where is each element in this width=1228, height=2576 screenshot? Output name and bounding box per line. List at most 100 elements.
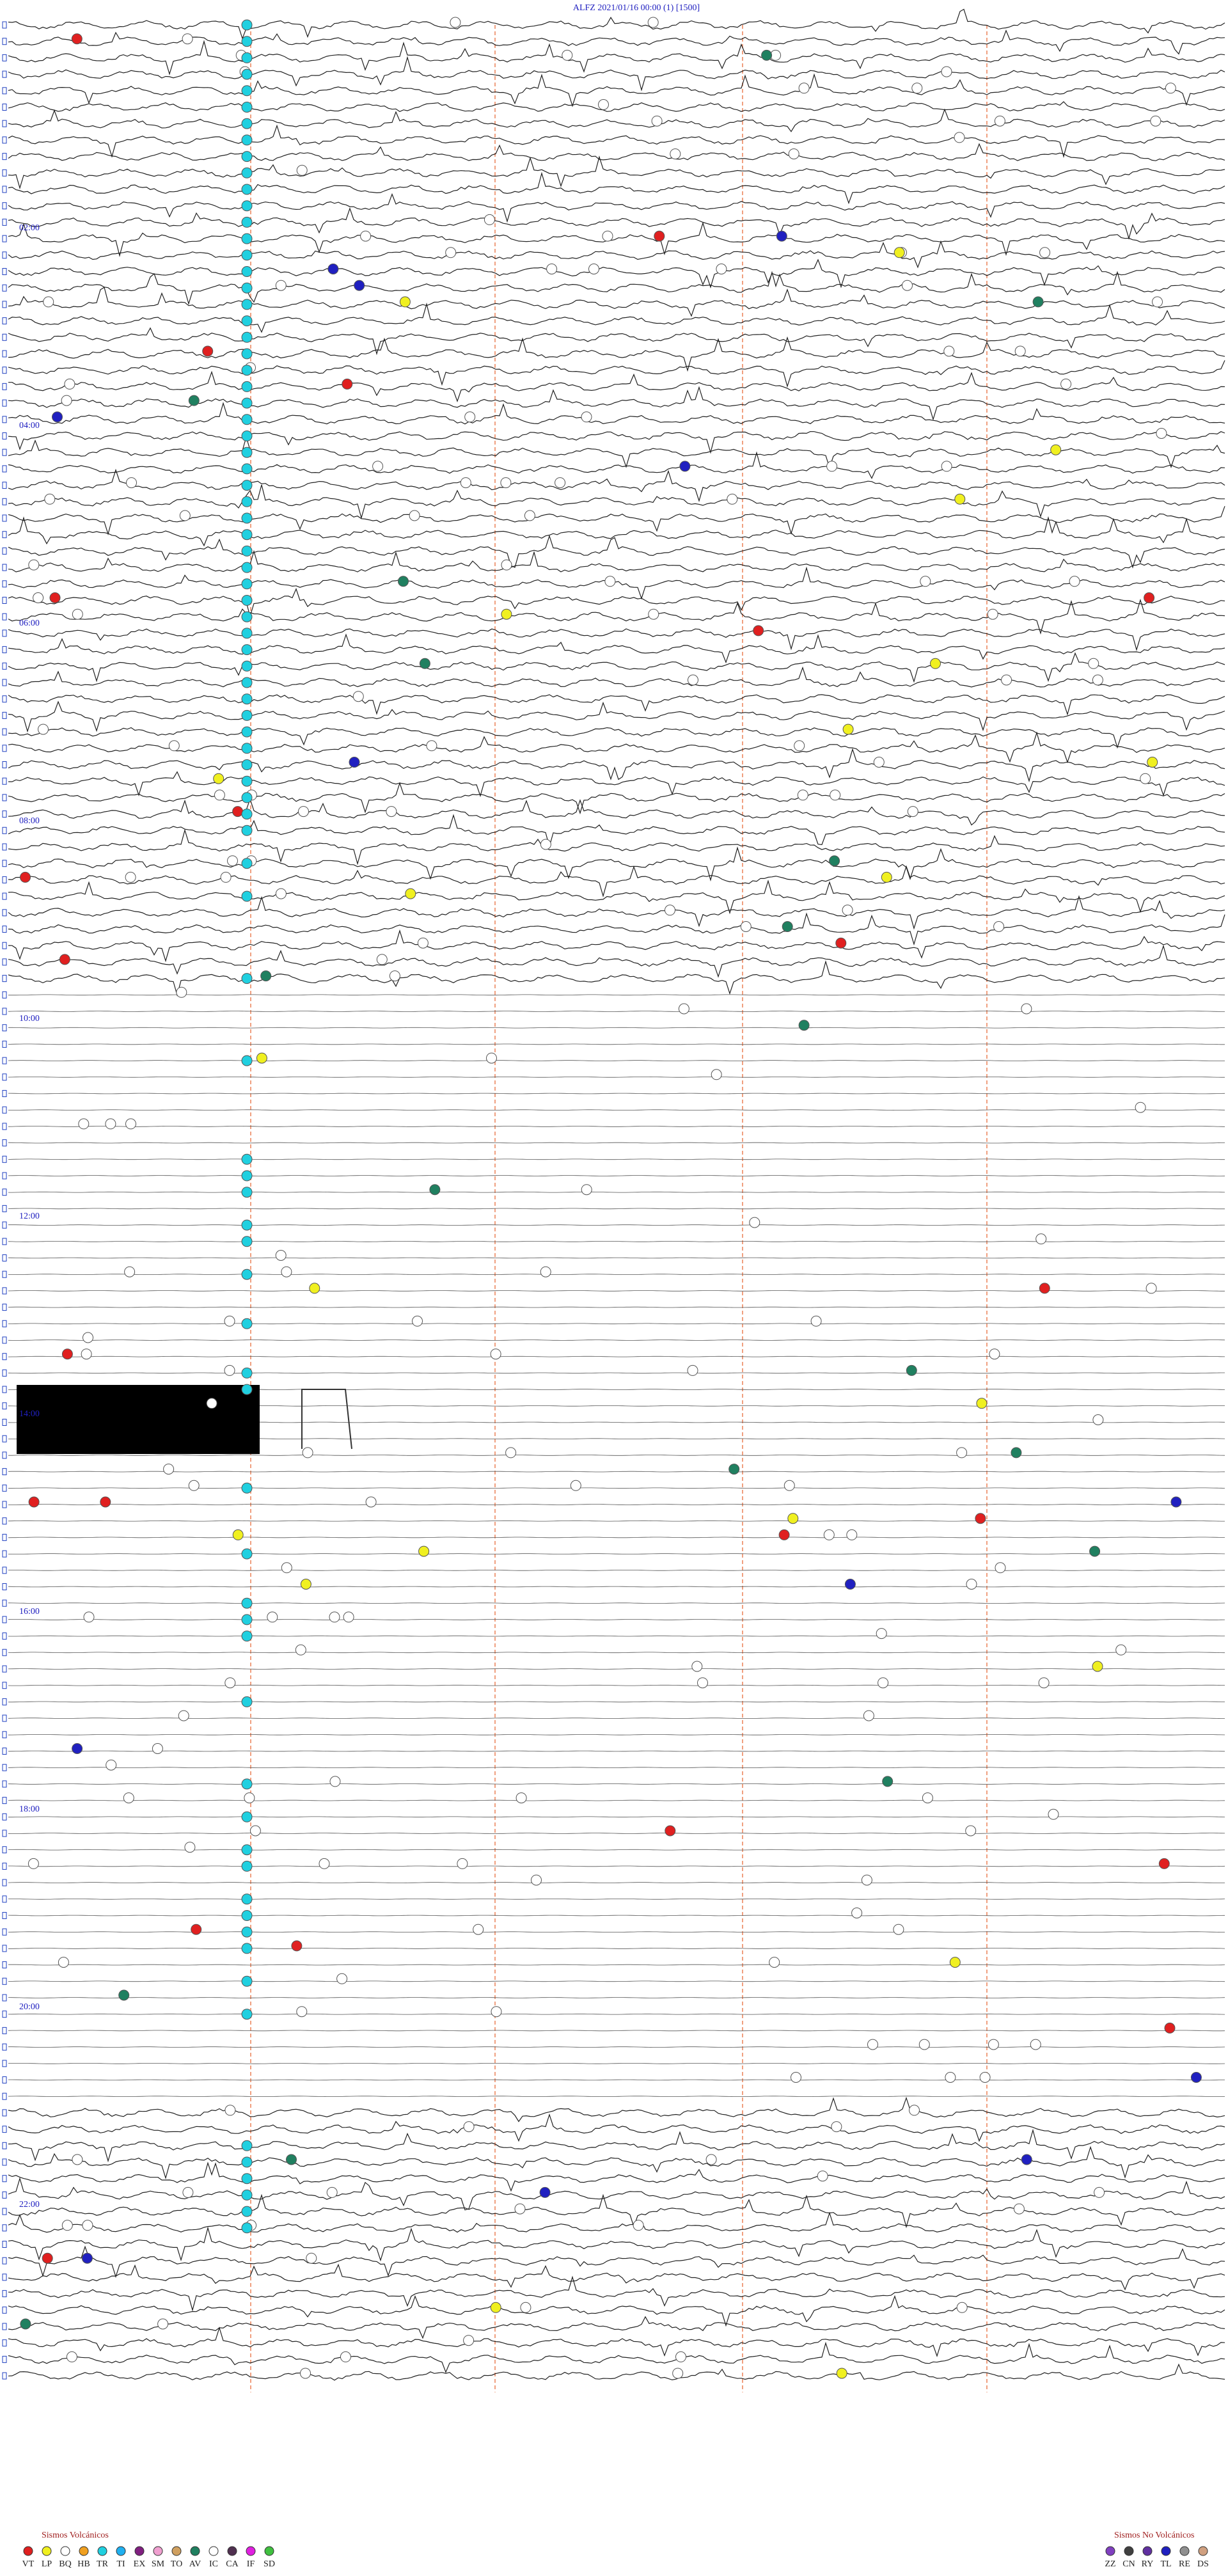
trace	[8, 287, 1225, 317]
event	[44, 493, 56, 505]
event	[867, 2039, 878, 2050]
trace-marker	[2, 1007, 7, 1015]
event	[602, 230, 613, 242]
time-label: 12:00	[19, 1212, 40, 1221]
trace-marker	[2, 1665, 7, 1673]
event	[241, 1153, 253, 1165]
event	[490, 1348, 501, 1360]
event	[842, 723, 854, 735]
event	[697, 1677, 708, 1689]
legend-label: TR	[97, 2559, 109, 2569]
event	[224, 1677, 236, 1689]
trace	[8, 327, 1225, 356]
trace	[8, 171, 1225, 205]
event	[1165, 83, 1176, 94]
event	[486, 1052, 497, 1064]
event	[911, 83, 923, 94]
event	[291, 1940, 303, 1952]
trace-marker	[2, 383, 7, 390]
trace-marker	[2, 399, 7, 407]
trace	[8, 2046, 1225, 2048]
trace	[8, 588, 1225, 618]
event	[788, 148, 799, 160]
event	[965, 1825, 977, 1837]
trace-marker	[2, 2323, 7, 2330]
event	[124, 1266, 136, 1277]
event	[791, 2072, 801, 2083]
trace-marker	[2, 1698, 7, 1705]
trace-marker	[2, 580, 7, 588]
event	[241, 1943, 253, 1954]
trace-marker	[2, 597, 7, 604]
event	[418, 1545, 430, 1557]
trace	[8, 2096, 1225, 2122]
trace	[8, 221, 1225, 257]
trace	[8, 2030, 1225, 2032]
event	[588, 264, 599, 274]
event	[360, 230, 372, 242]
trace-marker	[2, 942, 7, 949]
trace	[8, 880, 1225, 915]
event	[665, 1825, 676, 1837]
event	[1092, 1661, 1103, 1672]
legend-marker	[60, 2546, 70, 2556]
trace-marker	[2, 777, 7, 785]
trace	[8, 828, 1225, 865]
event	[281, 1562, 292, 1574]
event	[893, 1924, 904, 1935]
event	[286, 2154, 297, 2165]
trace-marker	[2, 745, 7, 752]
event	[241, 1367, 253, 1379]
event	[241, 709, 253, 721]
legend-label: TL	[1160, 2559, 1171, 2569]
event	[241, 397, 253, 409]
event	[831, 2121, 842, 2133]
trace-marker	[2, 1928, 7, 1936]
trace	[8, 1915, 1225, 1916]
legend-label: IF	[247, 2559, 255, 2569]
trace	[8, 549, 1225, 573]
trace-marker	[2, 317, 7, 325]
event	[349, 757, 360, 768]
event	[776, 230, 787, 242]
event	[945, 2072, 956, 2083]
trace	[8, 814, 1225, 848]
trace-marker	[2, 531, 7, 539]
event	[354, 280, 365, 291]
event	[241, 2206, 253, 2217]
trace-marker	[2, 1172, 7, 1180]
event	[830, 789, 841, 801]
time-label: 04:00	[19, 421, 40, 431]
event	[118, 1989, 130, 2001]
event	[995, 1562, 1006, 1574]
event	[241, 299, 253, 310]
trace	[8, 727, 1225, 749]
event	[1158, 1858, 1170, 1869]
event	[647, 17, 659, 28]
event	[241, 2189, 253, 2201]
event	[78, 1118, 90, 1130]
trace-marker	[2, 448, 7, 456]
event	[1021, 1003, 1032, 1015]
legend-marker	[134, 2546, 145, 2556]
event	[909, 2105, 920, 2116]
legend-marker	[264, 2546, 274, 2556]
time-label: 10:00	[19, 1014, 40, 1023]
event	[232, 1529, 244, 1540]
trace	[8, 2341, 1225, 2374]
legend-label: EX	[134, 2559, 146, 2569]
trace-marker	[2, 646, 7, 654]
legend-label: VT	[22, 2559, 35, 2569]
event	[823, 1529, 835, 1540]
trace-marker	[2, 1336, 7, 1344]
event	[241, 167, 253, 178]
event	[740, 921, 752, 932]
trace	[8, 2295, 1225, 2327]
event	[826, 461, 838, 472]
trace	[8, 1274, 1225, 1275]
event	[52, 411, 63, 423]
event	[949, 1957, 961, 1968]
event	[241, 1910, 253, 1921]
event	[81, 2252, 93, 2264]
event	[1147, 757, 1158, 768]
